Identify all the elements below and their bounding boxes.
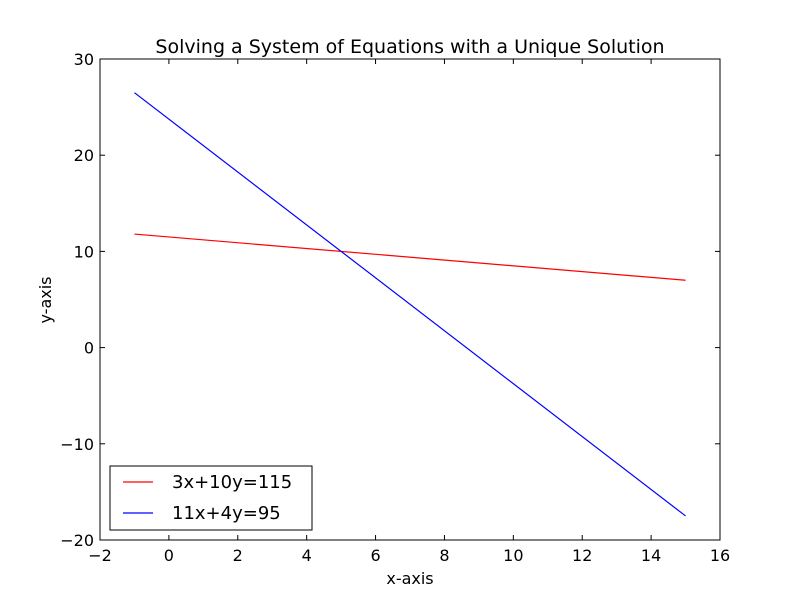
x-tick-label: 0 [164, 546, 174, 565]
series-line-0 [134, 233, 686, 281]
y-tick-label: 30 [74, 50, 94, 69]
series-line-1 [134, 92, 686, 517]
x-tick-label: 14 [641, 546, 661, 565]
legend: 3x+10y=115 11x+4y=95 [109, 465, 313, 531]
x-tick-label: 12 [572, 546, 592, 565]
x-tick-label: 6 [370, 546, 380, 565]
y-axis-label: y-axis [36, 276, 55, 323]
legend-frame [109, 465, 313, 531]
y-tick-label: −10 [60, 435, 94, 454]
plot-frame [99, 58, 721, 541]
x-axis-label: x-axis [386, 569, 433, 588]
x-tick-label: 4 [302, 546, 312, 565]
y-tick-label: 0 [84, 339, 94, 358]
chart-title: Solving a System of Equations with a Uni… [155, 36, 664, 58]
legend-label-1: 11x+4y=95 [172, 503, 281, 524]
x-tick-label: 16 [710, 546, 730, 565]
x-tick-label: 8 [439, 546, 449, 565]
y-tick-label: 20 [74, 146, 94, 165]
y-tick-label: −20 [60, 531, 94, 550]
x-tick-label: 2 [233, 546, 243, 565]
x-tick-label: −2 [88, 546, 112, 565]
legend-label-0: 3x+10y=115 [172, 472, 292, 493]
x-tick-label: 10 [503, 546, 523, 565]
series-layer [134, 92, 686, 517]
y-tick-label: 10 [74, 242, 94, 261]
